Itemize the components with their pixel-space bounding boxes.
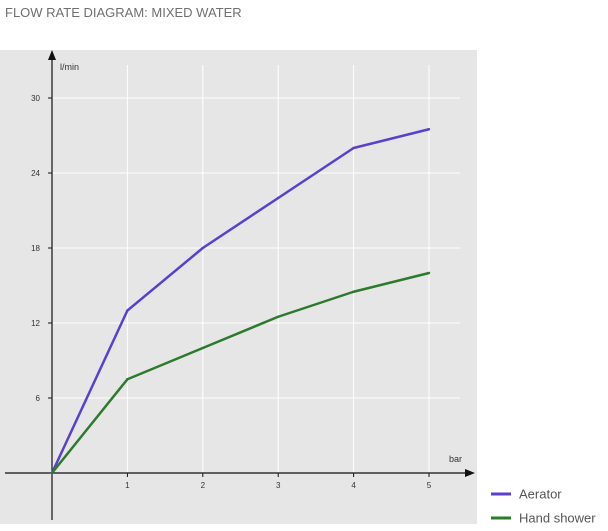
data-point	[427, 271, 431, 275]
x-tick-label-2: 2	[201, 481, 206, 490]
y-axis-label: l/min	[60, 62, 79, 72]
x-tick-label-1: 1	[125, 481, 130, 490]
series-lines	[50, 128, 431, 475]
legend-label-0: Aerator	[519, 487, 562, 502]
x-axis-label: bar	[449, 454, 462, 464]
data-point	[50, 471, 54, 475]
series-line-1	[51, 271, 430, 474]
series-line-0	[50, 128, 430, 474]
y-tick-label-6: 6	[36, 394, 41, 403]
y-tick-label-24: 24	[31, 169, 40, 178]
y-axis-arrow	[48, 50, 56, 60]
grid	[52, 65, 460, 473]
plot-background	[0, 50, 477, 524]
legend: Aerator Hand shower	[491, 487, 596, 526]
data-point	[201, 346, 204, 350]
page-title: FLOW RATE DIAGRAM: MIXED WATER	[5, 5, 242, 20]
data-point	[201, 246, 204, 250]
data-point	[352, 146, 355, 150]
legend-label-1: Hand shower	[519, 511, 596, 526]
data-point	[126, 309, 129, 312]
y-tick-label-12: 12	[31, 319, 40, 328]
x-axis-arrow	[465, 469, 475, 477]
data-point	[277, 315, 280, 318]
x-tick-label-3: 3	[276, 481, 281, 490]
data-point	[277, 196, 280, 200]
y-tick-label-30: 30	[31, 94, 40, 103]
axes	[5, 50, 475, 520]
data-point	[427, 128, 431, 131]
x-tick-label-4: 4	[351, 481, 356, 490]
y-tick-label-18: 18	[31, 244, 40, 253]
x-tick-label-5: 5	[427, 481, 432, 490]
data-point	[352, 290, 355, 293]
data-point	[126, 378, 129, 381]
